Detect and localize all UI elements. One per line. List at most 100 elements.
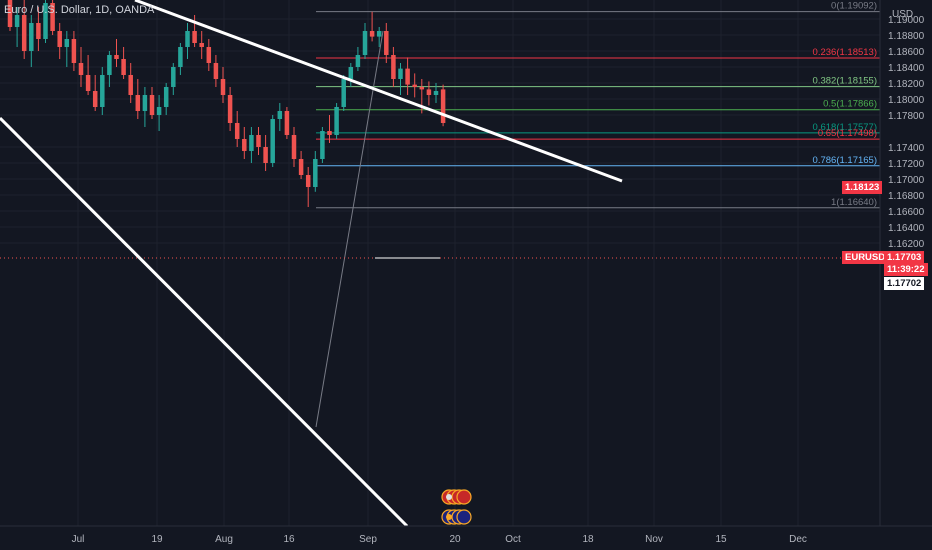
time-axis-label: 15 <box>715 534 727 545</box>
time-axis-label: Dec <box>789 534 807 545</box>
candle-body <box>398 68 403 79</box>
candle-body <box>100 75 105 107</box>
candle-body <box>440 89 446 123</box>
candle-body <box>121 59 126 75</box>
price-axis-tick-label: 1.17200 <box>888 159 925 170</box>
price-axis-tick-label: 1.18800 <box>888 31 925 42</box>
candle-body <box>277 111 283 119</box>
candle-body <box>242 139 247 151</box>
candle-body <box>384 31 389 55</box>
candle-body <box>263 147 268 163</box>
candle-body <box>50 3 55 31</box>
eu-flag-icon <box>456 509 472 525</box>
candle-body <box>362 31 368 55</box>
price-axis-tick-label: 1.16400 <box>888 223 925 234</box>
candle-body <box>71 39 77 63</box>
candle-body <box>192 31 197 43</box>
time-axis-label: Jul <box>72 534 85 545</box>
time-axis-label: 19 <box>151 534 163 545</box>
candle-body <box>135 95 141 111</box>
candle-body <box>213 63 219 79</box>
candle-body <box>419 87 425 90</box>
candle-body <box>57 31 62 47</box>
time-axis-label: 20 <box>449 534 461 545</box>
candle-body <box>298 159 304 175</box>
candle-body <box>334 107 339 135</box>
candle-body <box>21 15 27 51</box>
candle-body <box>78 63 84 75</box>
candle-body <box>369 31 375 37</box>
candle-body <box>234 123 240 139</box>
candle-body <box>128 75 133 95</box>
price-axis-tick-label: 1.16800 <box>888 191 925 202</box>
countdown-tag: 11:39:22 <box>884 263 928 276</box>
candle-body <box>327 131 332 135</box>
fib-level-price-tag: 1.18123 <box>842 181 883 194</box>
candle-body <box>355 55 361 67</box>
candle-body <box>29 23 34 51</box>
candle-body <box>107 55 112 75</box>
price-axis-tick-label: 1.17800 <box>888 111 925 122</box>
price-axis-tick-label: 1.16200 <box>888 239 925 250</box>
price-axis-tick-label: 1.17400 <box>888 143 925 154</box>
candle-body <box>178 47 183 67</box>
candle-body <box>149 95 155 115</box>
candle-body <box>305 175 311 187</box>
time-axis-label: 18 <box>582 534 594 545</box>
candle-body <box>291 135 297 159</box>
candle-body <box>142 95 148 111</box>
candle-body <box>114 55 119 59</box>
candle-body <box>426 89 432 95</box>
candle-body <box>220 79 226 95</box>
us-flag-icon <box>446 494 452 500</box>
price-axis-tick-label: 1.16600 <box>888 207 925 218</box>
candle-body <box>185 31 190 47</box>
upper-trendline <box>134 0 623 183</box>
time-axis-label: 16 <box>283 534 295 545</box>
symbol-title[interactable]: Euro / U.S. Dollar, 1D, OANDA <box>4 4 155 16</box>
price-axis-tick-label: 1.19000 <box>888 15 925 26</box>
lower-trendline <box>0 116 409 528</box>
candle-body <box>156 107 162 115</box>
candle-body <box>391 55 396 79</box>
candle-body <box>14 15 20 27</box>
fib-level-label: 0.618(1.17577) <box>813 122 877 133</box>
candle-body <box>320 131 325 159</box>
candle-body <box>313 159 318 187</box>
candle-body <box>171 67 176 87</box>
fib-level-label: 0.65(1.17498) <box>818 128 877 139</box>
eu-flag-icon <box>446 514 452 520</box>
candle-body <box>85 75 91 91</box>
candle-body <box>412 84 417 87</box>
fib-level-label: 0.382(1.18155) <box>813 76 877 87</box>
candle-body <box>206 47 212 63</box>
candle-body <box>249 135 254 151</box>
crosshair-price-tag: 1.17702 <box>884 277 925 290</box>
time-axis-label: Sep <box>359 534 377 545</box>
candle-body <box>270 119 275 163</box>
price-axis-tick-label: 1.18400 <box>888 63 925 74</box>
fib-level-label: 0.236(1.18513) <box>813 47 877 58</box>
candle-body <box>433 91 439 95</box>
candle-body <box>43 3 48 39</box>
fib-trend-line <box>315 30 384 428</box>
candle-body <box>256 135 261 147</box>
fib-level-label: 1(1.16640) <box>831 197 877 208</box>
candle-body <box>341 79 346 107</box>
candle-body <box>7 0 13 28</box>
candle-body <box>284 111 290 135</box>
candle-body <box>227 95 233 123</box>
price-axis-tick-label: 1.17000 <box>888 175 925 186</box>
price-axis-tick-label: 1.18600 <box>888 47 925 58</box>
us-flag-icon <box>456 489 472 505</box>
price-axis-tick-label: 1.18000 <box>888 95 925 106</box>
candle-body <box>92 91 98 107</box>
time-axis-label: Oct <box>505 534 521 545</box>
fib-level-label: 0.5(1.17866) <box>823 99 877 110</box>
symbol-price-tag: EURUSD <box>842 251 889 264</box>
price-axis-tick-label: 1.18200 <box>888 79 925 90</box>
last-price-tag: 1.17703 <box>884 251 925 264</box>
time-axis-panel <box>0 526 932 550</box>
